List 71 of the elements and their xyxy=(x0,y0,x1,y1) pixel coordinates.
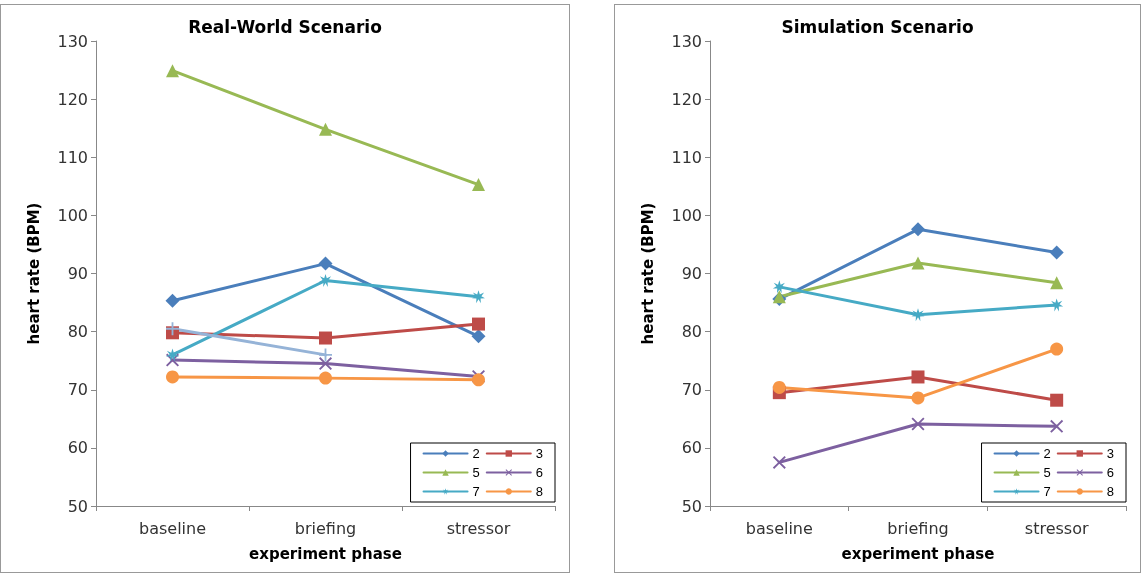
y-tick-label: 50 xyxy=(67,496,88,516)
point xyxy=(472,178,485,192)
point xyxy=(166,370,179,384)
y-tick-label: 100 xyxy=(671,205,702,225)
legend-label: 5 xyxy=(1043,465,1051,480)
x-axis-title: experiment phase xyxy=(841,544,995,563)
point xyxy=(772,380,786,394)
y-axis-title: heart rate (BPM) xyxy=(638,202,657,345)
point xyxy=(319,357,332,371)
y-tick-label: 120 xyxy=(57,89,88,109)
y-tick-label: 130 xyxy=(671,31,702,51)
point xyxy=(772,280,786,294)
point xyxy=(911,256,925,270)
point xyxy=(319,122,332,136)
legend-label: 7 xyxy=(1043,484,1051,499)
legend-label: 8 xyxy=(1106,484,1114,499)
legend-label: 3 xyxy=(535,446,543,461)
point xyxy=(1049,245,1064,260)
x-axis-title: experiment phase xyxy=(249,544,402,563)
y-tick-label: 120 xyxy=(671,89,702,109)
y-axis-title: heart rate (BPM) xyxy=(24,202,43,345)
point xyxy=(166,64,179,78)
x-tick-label: briefing xyxy=(294,518,357,538)
point xyxy=(472,373,485,387)
legend-label: 7 xyxy=(472,484,480,499)
point xyxy=(911,370,925,384)
x-tick-label: baseline xyxy=(138,518,207,538)
point xyxy=(318,256,333,271)
y-tick-label: 110 xyxy=(671,147,702,167)
point xyxy=(166,348,179,362)
point xyxy=(472,317,485,331)
point xyxy=(165,293,180,308)
chart-title: Simulation Scenario xyxy=(781,16,974,37)
y-tick-label: 70 xyxy=(681,380,702,400)
y-tick-label: 60 xyxy=(681,438,702,458)
y-tick-label: 110 xyxy=(57,147,88,167)
y-tick-label: 80 xyxy=(67,322,88,342)
point xyxy=(319,371,332,385)
legend-label: 8 xyxy=(535,484,543,499)
point xyxy=(1050,419,1064,433)
y-tick-label: 100 xyxy=(57,205,88,225)
legend-label: 6 xyxy=(535,465,543,480)
y-tick-label: 90 xyxy=(67,264,88,283)
legend-label: 3 xyxy=(1106,446,1114,461)
y-tick-label: 50 xyxy=(681,496,702,516)
y-tick-label: 80 xyxy=(681,322,702,342)
point xyxy=(319,273,332,287)
point xyxy=(911,391,925,405)
x-tick-label: stressor xyxy=(1024,518,1089,538)
point xyxy=(471,329,486,344)
legend-label: 2 xyxy=(1043,446,1051,461)
chart-title: Real-World Scenario xyxy=(188,16,382,37)
point xyxy=(911,222,925,237)
point xyxy=(772,455,786,469)
x-tick-label: baseline xyxy=(745,518,813,538)
y-tick-label: 130 xyxy=(57,31,88,51)
point xyxy=(472,290,485,304)
point xyxy=(1050,298,1064,312)
point xyxy=(319,331,332,345)
point xyxy=(1050,342,1064,356)
x-tick-label: briefing xyxy=(887,518,949,538)
point xyxy=(1050,276,1064,290)
point xyxy=(911,417,925,431)
y-tick-label: 70 xyxy=(67,380,88,400)
y-tick-label: 90 xyxy=(681,264,702,283)
legend-label: 2 xyxy=(472,446,480,461)
legend-label: 5 xyxy=(472,465,480,480)
point xyxy=(1050,393,1064,407)
legend-label: 6 xyxy=(1106,465,1114,480)
y-tick-label: 60 xyxy=(67,438,88,458)
x-tick-label: stressor xyxy=(446,518,511,538)
